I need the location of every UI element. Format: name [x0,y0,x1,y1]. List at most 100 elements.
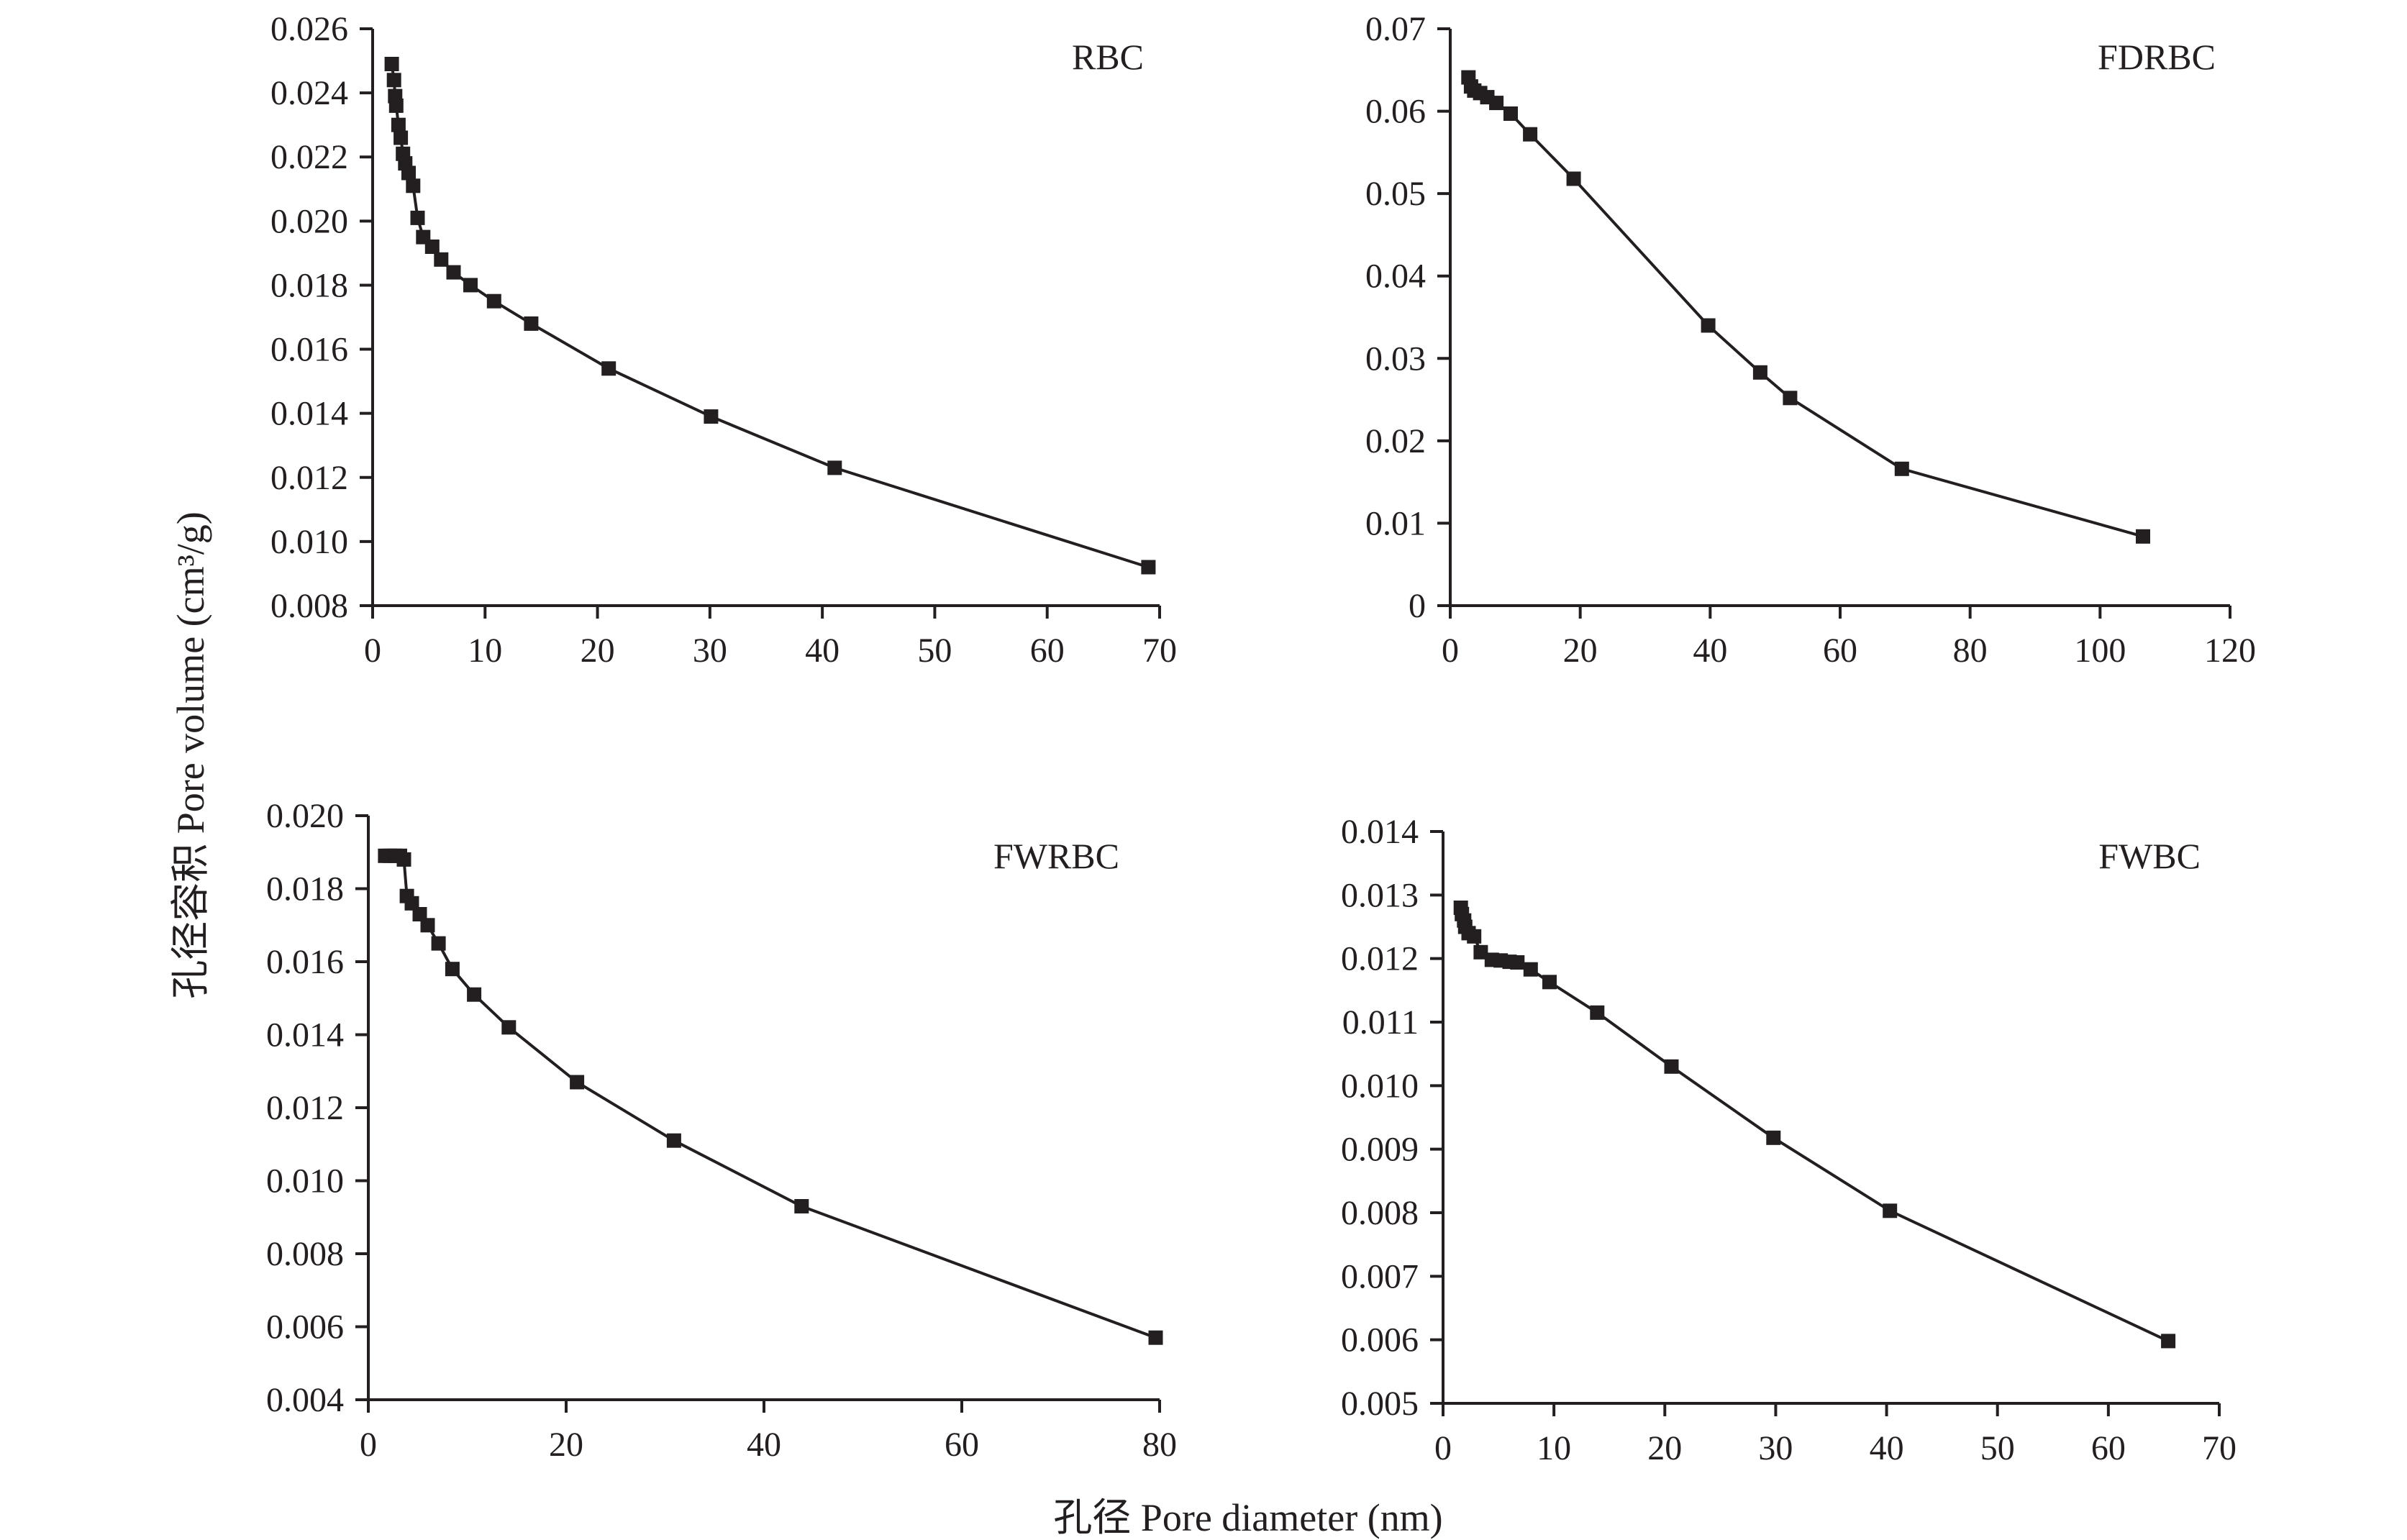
x-tick-label: 30 [693,632,727,670]
y-tick-label: 0.011 [1342,1003,1419,1042]
series-line [1467,77,2144,538]
data-point-marker [434,252,449,267]
data-point-marker [601,361,616,376]
data-point-marker [404,896,419,911]
series-line [1459,907,2169,1343]
data-point-marker [412,907,427,921]
data-point-marker [1510,955,1525,970]
y-tick-label: 0.07 [1365,10,1426,48]
y-tick-label: 0.018 [270,266,348,304]
data-point-marker [388,98,404,113]
panel-label: FDRBC [2098,37,2216,77]
x-tick-label: 50 [1980,1429,2015,1467]
x-tick-label: 10 [1537,1429,1571,1467]
y-tick-label: 0.03 [1365,340,1426,378]
x-tick-label: 0 [1434,1429,1452,1467]
data-point-marker [410,210,425,225]
data-point-marker [1766,1130,1781,1145]
data-point-marker [1894,461,1909,476]
y-tick-label: 0.010 [270,523,348,561]
y-tick-label: 0.004 [266,1381,344,1419]
y-tick-label: 0.007 [1341,1257,1419,1295]
x-tick-label: 70 [2202,1429,2237,1467]
x-tick-label: 0 [364,632,381,670]
data-point-marker [393,130,409,145]
y-tick-label: 0.005 [1341,1385,1419,1423]
data-point-marker [1542,975,1557,990]
data-point-marker [1473,944,1488,960]
x-tick-label: 40 [805,632,840,670]
data-point-marker [1523,962,1538,977]
y-tick-label: 0.014 [270,395,348,433]
data-point-marker [1141,560,1156,575]
data-point-marker [424,240,440,254]
data-point-marker [1148,1330,1163,1345]
x-tick-label: 0 [1442,632,1459,670]
x-tick-label: 70 [1142,632,1177,670]
y-tick-label: 0.04 [1365,258,1426,296]
data-point-marker [396,852,411,867]
x-tick-label: 0 [360,1426,377,1464]
y-tick-label: 0.014 [1341,813,1419,851]
data-point-marker [401,165,416,181]
data-point-marker [386,73,401,88]
x-tick-label: 40 [1870,1429,1904,1467]
y-tick-label: 0.06 [1365,93,1426,131]
data-point-marker [446,265,461,280]
x-tick-label: 60 [1823,632,1857,670]
panel-fwbc: 0.005 0.006 0.007 0.008 0.009 0.010 0.011 0.012… [1341,813,2237,1467]
data-point-marker [1883,1203,1898,1218]
y-tick-label: 0.010 [1341,1067,1419,1105]
x-tick-label: 80 [1953,632,1988,670]
panel-label: FWRBC [993,836,1119,876]
y-tick-label: 0.012 [266,1089,344,1127]
y-tick-label: 0.013 [1341,876,1419,914]
data-point-marker [666,1133,681,1148]
data-point-marker [1783,391,1798,406]
data-point-marker [445,962,460,977]
y-tick-label: 0 [1409,587,1426,625]
panel-fwrbc: 0.004 0.006 0.008 0.010 0.012 0.014 0.016 0.018… [266,797,1177,1464]
x-tick-label: 120 [2204,632,2256,670]
y-tick-label: 0.016 [266,943,344,981]
data-point-marker [1523,127,1538,142]
data-point-marker [2136,529,2150,544]
y-tick-label: 0.01 [1365,504,1426,542]
data-point-marker [501,1020,517,1035]
data-point-marker [467,987,482,1002]
y-tick-label: 0.020 [270,202,348,240]
y-tick-label: 0.02 [1365,422,1426,460]
data-point-marker [827,460,842,475]
series-line [385,854,1157,1339]
data-point-marker [406,178,421,193]
data-point-marker [570,1075,585,1090]
data-point-marker [524,316,539,331]
data-point-marker [391,117,406,132]
data-point-marker [384,57,399,71]
x-tick-label: 80 [1142,1426,1177,1464]
data-point-marker [486,293,501,309]
y-tick-label: 0.008 [270,587,348,625]
y-tick-label: 0.006 [266,1308,344,1347]
y-tick-label: 0.018 [266,870,344,908]
x-tick-label: 20 [1647,1429,1682,1467]
y-tick-label: 0.024 [270,74,348,112]
data-point-marker [420,918,435,933]
data-point-marker [1489,96,1504,111]
data-point-marker [1503,106,1518,121]
y-tick-label: 0.008 [266,1235,344,1273]
data-point-marker [1701,318,1716,333]
data-point-marker [794,1199,809,1213]
panel-fdrbc: 0 0.01 0.02 0.03 0.04 0.05 0.06 0.07 0 20 40 60 80 10… [1365,10,2256,670]
y-tick-label: 0.020 [266,797,344,835]
y-tick-label: 0.012 [1341,940,1419,978]
figure-y-axis-label: 孔径容积 Pore volume (cm³/g) [169,511,212,999]
y-tick-label: 0.008 [1341,1194,1419,1232]
panels-group: 0.0080.0100.0120.0140.0160.0180.0200.022… [266,10,2256,1467]
x-tick-label: 20 [549,1426,583,1464]
panel-label: RBC [1072,37,1144,77]
x-tick-label: 40 [1693,632,1727,670]
data-point-marker [704,409,719,424]
y-tick-label: 0.012 [270,459,348,497]
data-point-marker [1566,171,1581,186]
